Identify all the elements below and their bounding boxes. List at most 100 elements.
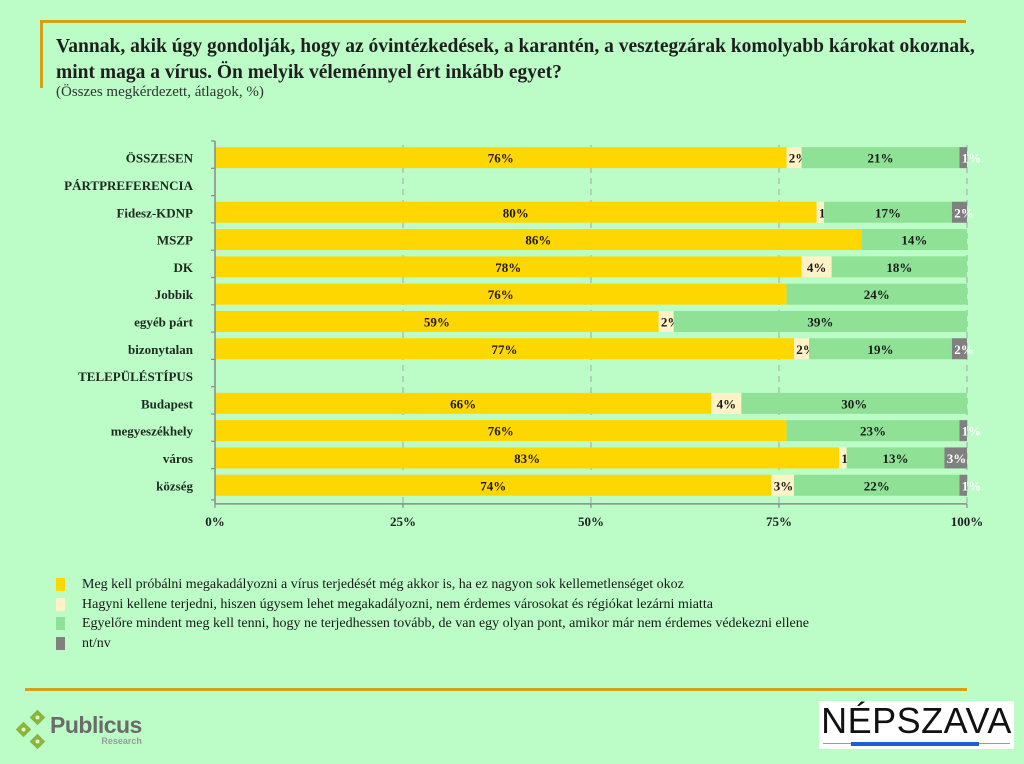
x-tick-label: 0% — [205, 514, 225, 529]
bar-value-label: 2% — [954, 205, 974, 220]
bar-segment — [215, 229, 862, 251]
publicus-logo: Publicus Research — [14, 710, 142, 750]
bar-value-label: 86% — [525, 233, 551, 248]
category-label: bizonytalan — [128, 342, 194, 357]
legend-label: nt/nv — [82, 635, 111, 651]
bar-value-label: 3% — [947, 451, 967, 466]
nepszava-tagline-bar — [851, 742, 979, 746]
nepszava-logo: NÉPSZAVA — [819, 701, 1014, 749]
bar-value-label: 59% — [424, 314, 450, 329]
bar-value-label: 1% — [962, 424, 982, 439]
bar-value-label: 76% — [488, 424, 514, 439]
bar-value-label: 83% — [514, 451, 540, 466]
bar-value-label: 22% — [864, 478, 890, 493]
bar-value-label: 4% — [717, 396, 737, 411]
bar-segment — [959, 420, 967, 442]
publicus-diamonds-icon — [15, 710, 46, 750]
bar-value-label: 39% — [807, 314, 833, 329]
bar-segment — [215, 338, 795, 360]
bars: 76% 2% 21% 1% 80% 1% 17% 2% 86% 14% 78% 4% 18% 76% 24%… — [215, 147, 981, 496]
bar-value-label: 1% — [962, 478, 982, 493]
bar-segment — [215, 283, 787, 305]
top-rule — [40, 20, 966, 23]
bar-segment — [801, 147, 960, 169]
bar-value-label: 74% — [480, 478, 506, 493]
x-tick-label: 100% — [951, 514, 984, 529]
bar-value-label: 21% — [868, 151, 894, 166]
bar-value-label: 77% — [492, 342, 518, 357]
bar-segment — [215, 392, 712, 414]
bar-segment — [839, 447, 847, 469]
legend-swatch — [56, 617, 65, 631]
bar-segment — [951, 338, 967, 360]
side-rule — [40, 20, 43, 88]
bar-segment — [215, 447, 840, 469]
category-label: megyeszékhely — [111, 424, 194, 439]
category-label: város — [163, 451, 193, 466]
category-label: PÁRTPREFERENCIA — [64, 178, 193, 193]
bar-segment — [831, 256, 967, 278]
bar-segment — [959, 147, 967, 169]
bar-value-label: 18% — [886, 260, 912, 275]
bar-segment — [215, 147, 787, 169]
bar-segment — [951, 201, 967, 223]
legend-item: Meg kell próbálni megakadályozni a vírus… — [56, 575, 809, 595]
bar-segment — [809, 338, 952, 360]
x-tick-label: 25% — [390, 514, 416, 529]
bar-segment — [959, 474, 967, 496]
category-label: egyéb párt — [134, 314, 194, 329]
category-label: DK — [174, 260, 194, 275]
bar-value-label: 23% — [860, 424, 886, 439]
bar-segment — [771, 474, 795, 496]
publicus-sub: Research — [101, 736, 142, 746]
bar-value-label: 17% — [875, 205, 901, 220]
bar-value-label: 78% — [495, 260, 521, 275]
bar-value-label: 3% — [774, 478, 794, 493]
bar-segment — [215, 201, 817, 223]
bar-segment — [741, 392, 967, 414]
nepszava-name: NÉPSZAVA — [821, 700, 1012, 741]
bottom-rule — [25, 688, 967, 691]
x-tick-label: 75% — [766, 514, 792, 529]
category-label: község — [156, 478, 193, 493]
bar-segment — [794, 474, 960, 496]
legend-label: Hagyni kellene terjedni, hiszen úgysem l… — [82, 596, 713, 612]
bar-segment — [794, 338, 810, 360]
chart-subtitle: (Összes megkérdezett, átlagok, %) — [56, 84, 264, 100]
bar-segment — [711, 392, 742, 414]
legend: Meg kell próbálni megakadályozni a vírus… — [56, 575, 809, 653]
bar-segment — [215, 420, 787, 442]
legend-item: nt/nv — [56, 634, 809, 654]
category-label: Jobbik — [155, 287, 194, 302]
x-tick-label: 50% — [578, 514, 604, 529]
bar-value-label: 1% — [962, 151, 982, 166]
legend-swatch — [56, 597, 65, 611]
bar-segment — [801, 256, 832, 278]
bar-segment — [215, 474, 772, 496]
stacked-bar-chart: 76% 2% 21% 1% 80% 1% 17% 2% 86% 14% 78% 4% 18% 76% 24%… — [64, 140, 984, 529]
category-label: MSZP — [157, 233, 193, 248]
bar-value-label: 4% — [807, 260, 827, 275]
bar-segment — [786, 283, 967, 305]
axes: 0% 25% 50% 75% 100% ÖSSZESEN PÁRTPREFERENCIA Fi… — [64, 140, 984, 529]
legend-item: Egyelőre mindent meg kell tenni, hogy ne… — [56, 614, 809, 634]
legend-swatch — [56, 636, 65, 650]
legend-swatch — [56, 578, 65, 592]
legend-item: Hagyni kellene terjedni, hiszen úgysem l… — [56, 595, 809, 615]
bar-segment — [824, 201, 952, 223]
bar-value-label: 76% — [488, 151, 514, 166]
bar-segment — [786, 420, 960, 442]
bar-value-label: 30% — [841, 396, 867, 411]
legend-label: Meg kell próbálni megakadályozni a vírus… — [82, 577, 684, 592]
bar-segment — [816, 201, 825, 223]
bar-segment — [786, 147, 802, 169]
bar-segment — [861, 229, 967, 251]
category-label: Fidesz-KDNP — [116, 205, 193, 220]
bar-segment — [215, 256, 802, 278]
bar-segment — [944, 447, 967, 469]
chart-title: Vannak, akik úgy gondolják, hogy az óvin… — [56, 36, 975, 83]
bar-value-label: 19% — [868, 342, 894, 357]
bar-segment — [846, 447, 945, 469]
category-label: ÖSSZESEN — [126, 151, 194, 166]
bar-segment — [215, 310, 659, 332]
